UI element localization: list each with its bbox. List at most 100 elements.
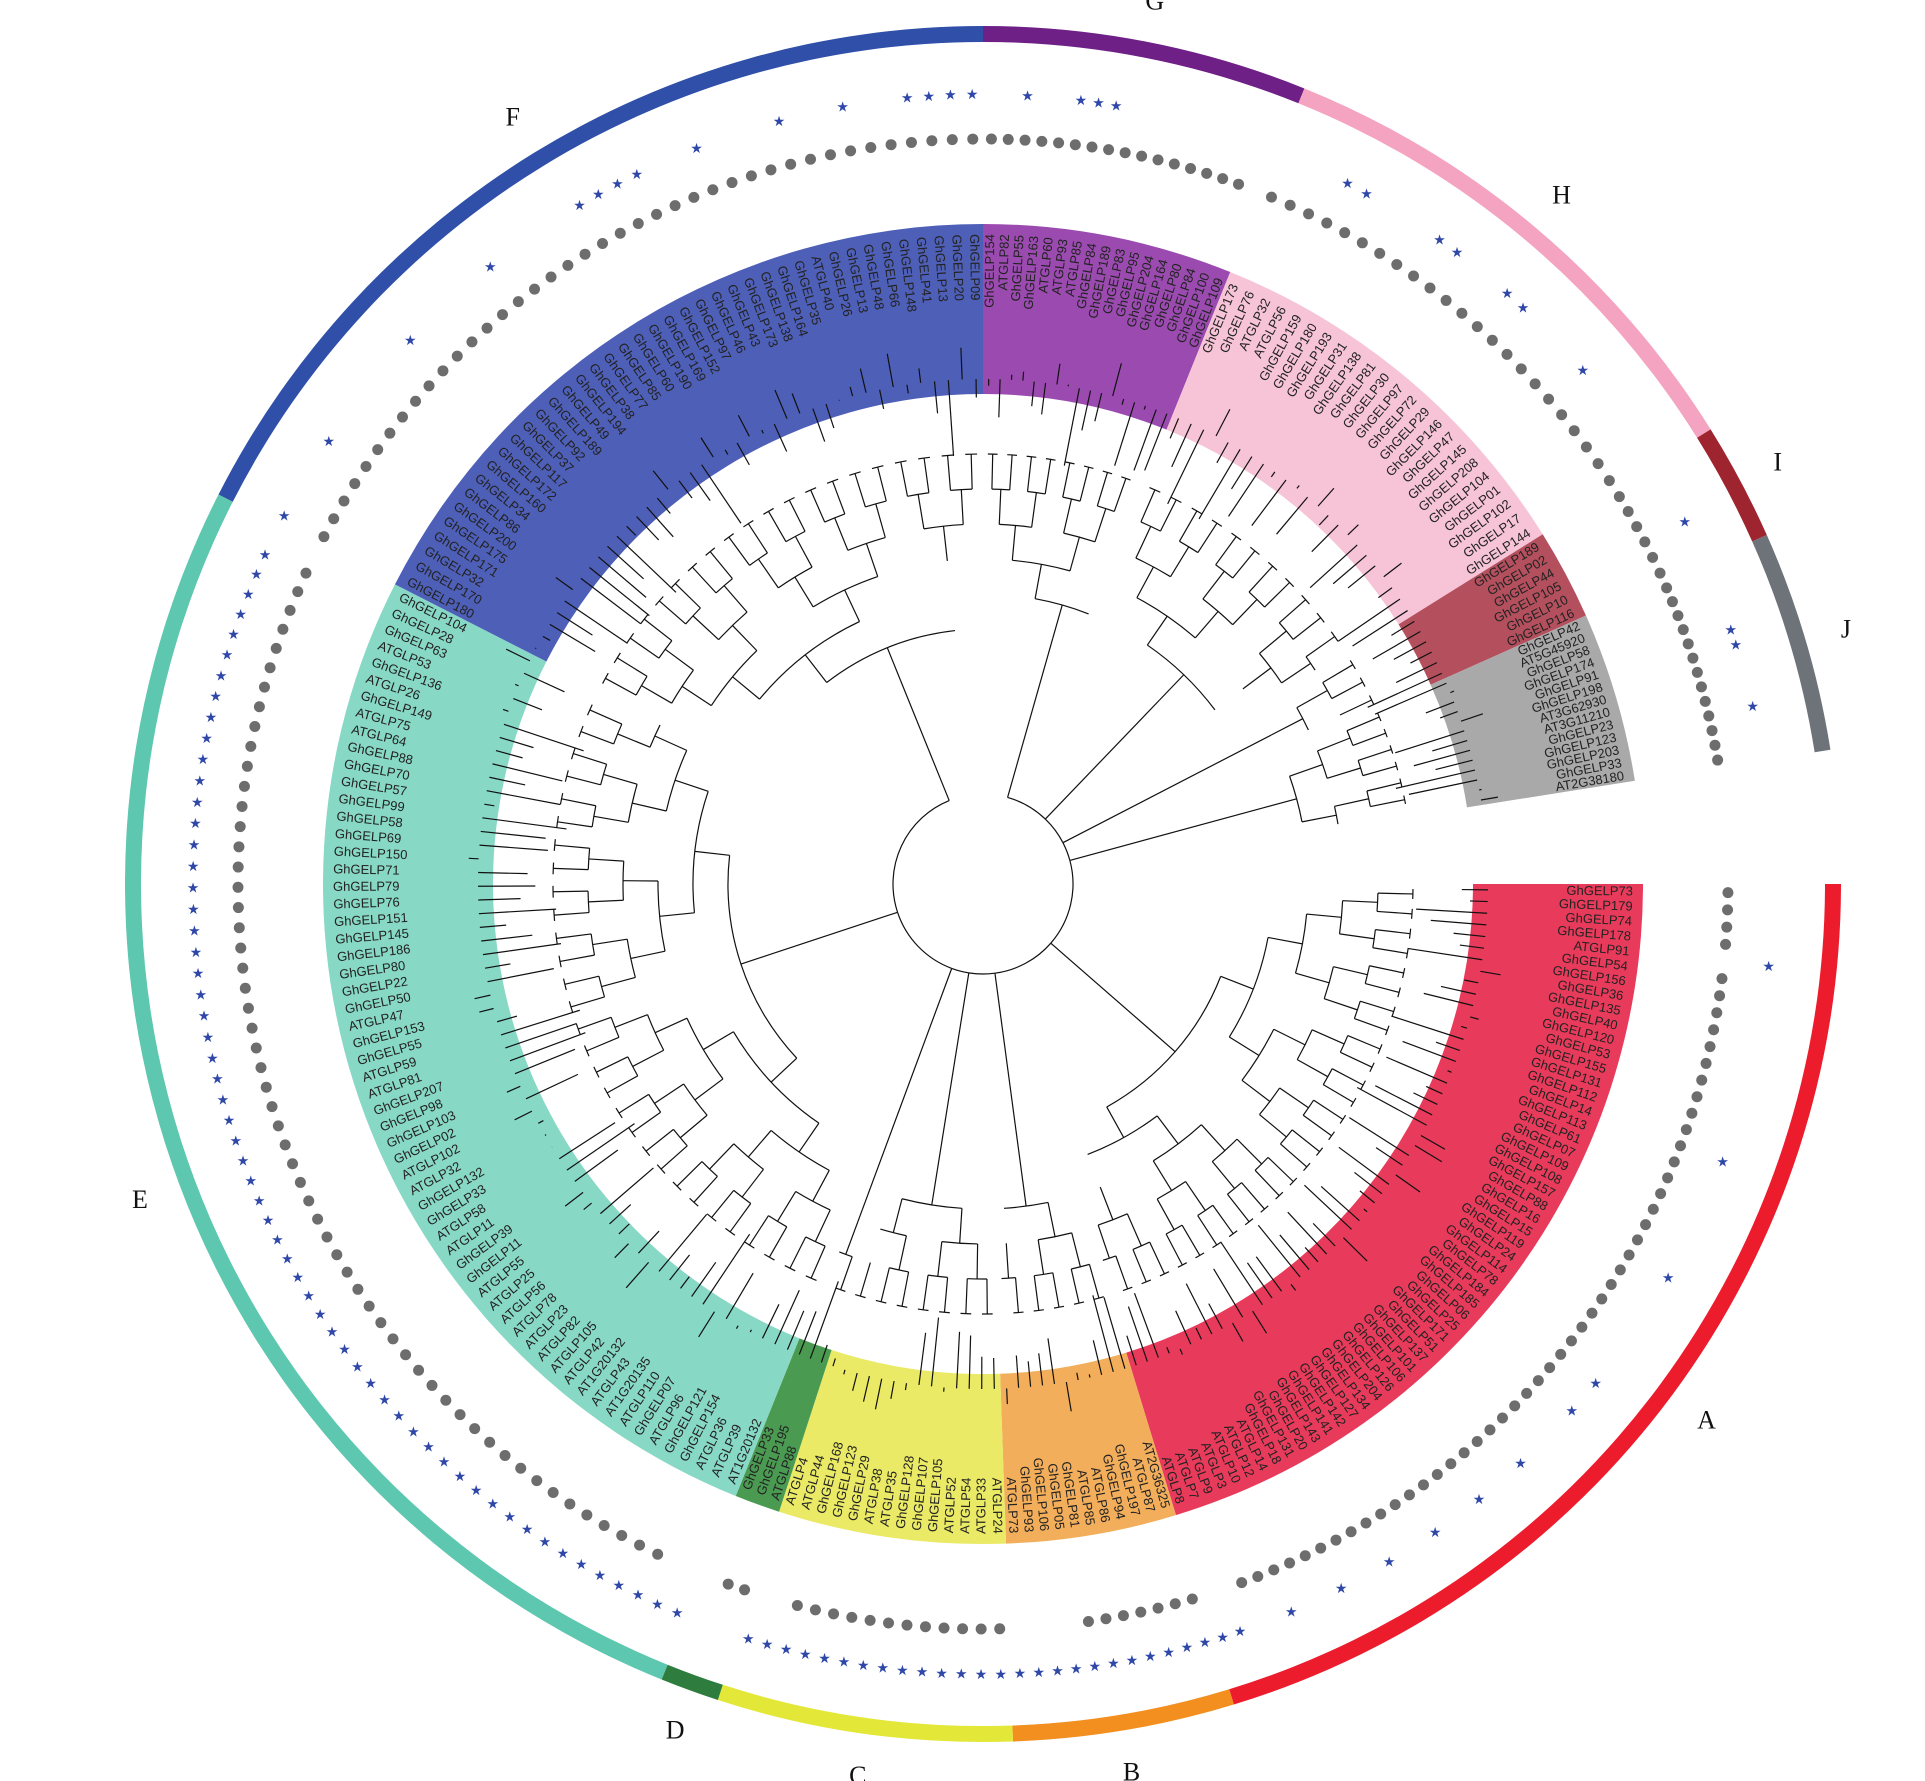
- star-marker: ★: [1473, 1492, 1486, 1508]
- tip-branch: [555, 577, 574, 591]
- node-stem: [1372, 947, 1408, 955]
- star-marker: ★: [487, 1497, 500, 1513]
- tip-branch: [832, 1358, 836, 1367]
- star-marker: ★: [392, 1409, 405, 1425]
- dot-marker: [545, 271, 557, 283]
- node-arc: [655, 596, 664, 606]
- star-marker: ★: [592, 187, 605, 203]
- node-stem: [553, 890, 589, 893]
- tip-branch: [1276, 496, 1309, 535]
- star-marker: ★: [1335, 1581, 1348, 1597]
- dot-marker: [1631, 521, 1643, 533]
- star-marker: ★: [188, 838, 201, 854]
- node-stem: [641, 685, 673, 704]
- star-marker: ★: [206, 1051, 219, 1067]
- tip-branch: [700, 437, 714, 458]
- star-marker: ★: [838, 1655, 851, 1671]
- dot-marker: [242, 1002, 254, 1014]
- star-marker: ★: [454, 1469, 467, 1485]
- dot-marker: [865, 141, 877, 153]
- tip-branch: [1246, 1262, 1273, 1299]
- node-arc: [1289, 1177, 1298, 1186]
- dot-marker: [1152, 1602, 1164, 1614]
- node-stem: [943, 1277, 949, 1313]
- node-arc: [1093, 1296, 1104, 1301]
- clade-band-e: [323, 584, 800, 1496]
- dot-marker: [1662, 1172, 1674, 1184]
- root-branch: [1007, 638, 1054, 798]
- dot-marker: [1233, 178, 1245, 190]
- root-branch: [1069, 807, 1264, 861]
- node-stem: [632, 1049, 664, 1067]
- node-stem: [1313, 1099, 1344, 1120]
- node-stem: [593, 815, 629, 823]
- star-marker: ★: [1566, 1404, 1579, 1420]
- dot-marker: [1666, 596, 1678, 608]
- dot-marker: [338, 495, 350, 507]
- star-marker: ★: [1433, 232, 1446, 248]
- node-stem: [709, 1143, 735, 1170]
- node-arc: [1177, 1262, 1188, 1268]
- node-stem: [1296, 689, 1328, 709]
- dot-marker: [1623, 1249, 1635, 1261]
- dot-marker: [598, 1519, 610, 1531]
- node-arc: [602, 672, 609, 684]
- tip-branch: [1359, 1190, 1375, 1204]
- tip-branch: [774, 1289, 800, 1345]
- dot-marker: [785, 158, 797, 170]
- tip-branch: [1459, 944, 1484, 949]
- dot-marker: [614, 227, 626, 239]
- node-stem: [1267, 936, 1303, 945]
- dot-marker: [1509, 1400, 1521, 1412]
- node-stem: [1236, 1138, 1263, 1165]
- tip-branch: [1430, 919, 1487, 926]
- dot-marker: [1515, 363, 1527, 375]
- root-arc: [1007, 796, 1046, 820]
- star-marker: ★: [1032, 1665, 1045, 1681]
- star-marker: ★: [575, 1557, 588, 1573]
- tip-branch: [1257, 1224, 1301, 1278]
- tip-branch: [486, 790, 561, 806]
- star-marker: ★: [217, 1092, 230, 1108]
- tip-branch: [1103, 1297, 1126, 1369]
- dot-marker: [1712, 754, 1724, 766]
- dot-marker: [312, 1213, 324, 1225]
- node-arc: [683, 1083, 708, 1116]
- tip-branch: [1303, 1184, 1352, 1230]
- node-arc: [1102, 1255, 1117, 1261]
- leaf-label: GhGELP145: [335, 926, 410, 947]
- dot-marker: [688, 191, 700, 203]
- node-stem: [845, 1221, 859, 1255]
- tip-branch: [1027, 1361, 1032, 1387]
- star-marker: ★: [211, 1072, 224, 1088]
- node-stem: [901, 1271, 910, 1307]
- node-stem: [1311, 1029, 1345, 1045]
- dot-marker: [1299, 1550, 1311, 1562]
- dot-marker: [294, 1176, 306, 1188]
- tip-branch: [609, 1204, 632, 1225]
- dot-marker: [1704, 1041, 1716, 1053]
- star-marker: ★: [836, 100, 849, 116]
- node-arc: [556, 815, 559, 828]
- leaf-label: GhGELP105: [925, 1458, 946, 1533]
- node-stem: [553, 867, 589, 871]
- node-stem: [1289, 763, 1323, 777]
- node-stem: [1331, 681, 1363, 700]
- node-stem: [601, 976, 636, 988]
- node-stem: [556, 933, 592, 939]
- tip-branch: [1088, 1374, 1091, 1378]
- node-arc: [783, 496, 795, 504]
- tip-branch: [503, 723, 584, 752]
- node-arc: [1197, 1204, 1214, 1217]
- star-marker: ★: [955, 1667, 968, 1683]
- dot-marker: [1082, 1616, 1094, 1628]
- dot-marker: [352, 1283, 364, 1295]
- node-stem: [810, 489, 826, 523]
- node-stem: [732, 676, 760, 700]
- dot-marker: [1360, 1517, 1372, 1529]
- tip-branch: [1114, 402, 1136, 466]
- tip-branch: [1464, 979, 1479, 984]
- tip-branch: [773, 423, 788, 452]
- node-stem: [1262, 798, 1297, 809]
- node-stem: [1334, 798, 1369, 807]
